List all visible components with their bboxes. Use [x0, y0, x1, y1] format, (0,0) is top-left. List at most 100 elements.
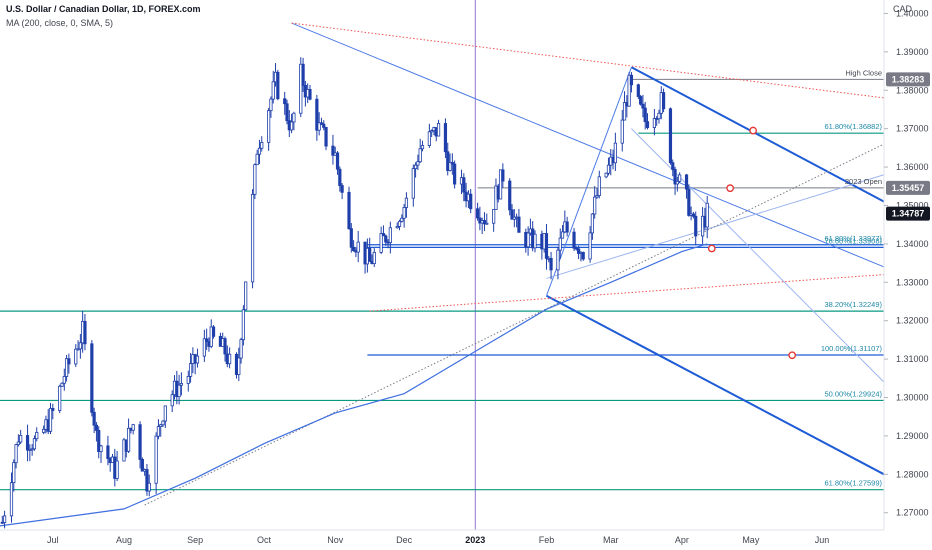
candle-body: [388, 227, 392, 243]
candle-body: [145, 469, 149, 492]
candle-body: [19, 435, 23, 443]
candle-body: [94, 424, 99, 431]
candle-body: [292, 112, 296, 123]
level-label: 50.00%(1.29924): [824, 389, 882, 398]
candle-body: [159, 424, 163, 427]
candles: [0, 57, 709, 529]
moving-average: [0, 243, 708, 527]
candle-body: [671, 162, 675, 170]
x-tick-label: Jun: [815, 535, 830, 545]
candle-body: [379, 233, 383, 253]
candle-body: [276, 71, 280, 100]
candle-body: [285, 103, 289, 122]
candle-body: [462, 177, 466, 193]
candle-body: [170, 394, 174, 407]
candle-body: [237, 357, 241, 375]
candle-body: [97, 430, 101, 452]
candle-body: [416, 161, 420, 166]
time-axis: Jul Aug Sep Oct Nov Dec 2023 Feb Mar Apr May Jun: [47, 535, 829, 545]
candle-body: [106, 445, 110, 459]
candle-body: [290, 121, 294, 131]
chart-title: U.S. Dollar / Canadian Dollar, 1D, FOREX…: [6, 4, 201, 14]
candle-body: [25, 435, 30, 451]
candle-body: [577, 248, 581, 254]
y-tick-label: 1.31000: [896, 354, 929, 364]
candle-body: [381, 233, 386, 237]
price-tag: [886, 206, 930, 221]
target-marker: [726, 184, 735, 193]
candle-body: [356, 241, 360, 253]
candle-body: [492, 209, 496, 224]
candle-body: [347, 191, 351, 230]
candle-body: [269, 98, 273, 112]
candle-body: [691, 213, 696, 217]
candle-body: [593, 196, 597, 215]
candle-body: [12, 462, 16, 484]
candle-body: [188, 363, 193, 377]
candle-body: [400, 217, 404, 222]
price-tag-label: 1.35457: [892, 183, 925, 193]
candle-body: [255, 153, 259, 166]
candle-body: [639, 96, 643, 105]
candle-body: [60, 382, 64, 387]
candle-body: [558, 237, 562, 251]
candle-body: [83, 321, 87, 345]
price-tag: [886, 180, 930, 195]
candle-body: [368, 247, 372, 262]
candle-body: [645, 121, 650, 128]
candle-body: [131, 424, 135, 431]
candle-body: [202, 338, 206, 357]
candle-body: [622, 102, 627, 121]
x-tick-label: May: [742, 535, 760, 545]
candle-body: [35, 431, 39, 440]
y-tick-label: 1.32000: [896, 316, 929, 326]
level-lines: [0, 0, 884, 530]
candle-body: [372, 251, 376, 265]
x-tick-label: Sep: [187, 535, 203, 545]
candle-body: [16, 441, 20, 446]
target-marker: [707, 244, 716, 253]
candle-body: [450, 162, 454, 165]
candle-body: [661, 92, 666, 110]
candle-body: [154, 435, 158, 484]
candle-body: [482, 220, 487, 225]
candle-body: [705, 202, 709, 228]
candle-body: [448, 162, 452, 171]
candle-body: [687, 188, 691, 216]
candle-body: [253, 164, 257, 195]
candle-body: [675, 180, 679, 185]
candle-body: [590, 213, 594, 234]
candle-body: [475, 208, 480, 219]
x-tick-label: Jul: [47, 535, 59, 545]
candle-body: [241, 309, 245, 341]
candle-body: [443, 123, 448, 153]
candle-body: [228, 353, 232, 365]
candle-body: [508, 180, 512, 211]
candle-body: [67, 358, 71, 365]
candle-body: [322, 123, 326, 128]
candle-body: [299, 63, 303, 114]
y-tick-label: 1.33000: [896, 277, 929, 287]
candle-body: [436, 123, 441, 137]
candle-body: [533, 233, 537, 249]
candle-body: [90, 343, 94, 413]
candle-body: [223, 338, 227, 355]
candle-body: [335, 152, 340, 170]
candle-body: [48, 407, 53, 432]
level-label: 78.60%(1.33908): [824, 236, 882, 245]
candle-body: [694, 215, 698, 237]
candle-body: [597, 176, 601, 196]
candle-body: [404, 197, 409, 208]
candle-body: [42, 428, 46, 433]
candle-body: [613, 142, 617, 164]
candle-body: [239, 339, 243, 359]
candle-body: [260, 141, 264, 149]
level-label: 2023 Open: [845, 177, 882, 186]
candle-body: [195, 355, 200, 364]
candle-body: [641, 103, 645, 109]
x-tick-label: Apr: [675, 535, 689, 545]
candle-body: [211, 326, 216, 337]
candle-body: [250, 193, 255, 283]
candle-body: [397, 220, 402, 227]
